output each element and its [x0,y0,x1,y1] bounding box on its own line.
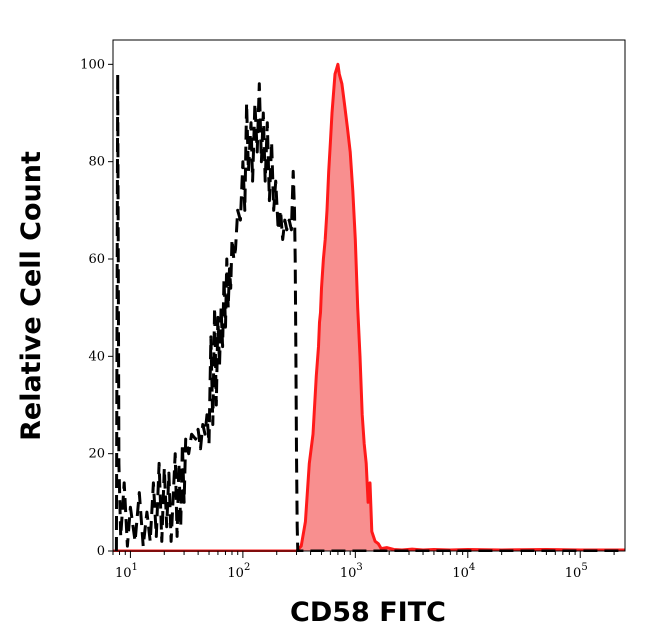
x-tick-label: 104 [452,562,475,581]
y-tick-label: 20 [88,447,105,462]
x-tick-label: 103 [340,562,363,581]
y-tick-label: 80 [88,155,105,170]
y-axis-title: Relative Cell Count [16,151,47,441]
x-tick-label: 105 [565,562,588,581]
y-tick-label: 60 [88,252,105,267]
x-tick-label: 101 [115,562,138,581]
plot-frame [112,39,626,552]
histogram-line-control [114,72,625,552]
x-tick-label: 102 [227,562,250,581]
x-axis-ticks: 101 102 103 104 105 [112,551,615,581]
y-tick-label: 100 [80,57,105,72]
y-tick-label: 40 [88,349,105,364]
histogram-fill-cd58-fitc [113,64,625,552]
y-axis-ticks: 0 20 40 60 80 100 [80,57,113,559]
data-layer [113,62,625,552]
histogram-line-cd58-fitc [113,62,625,552]
x-axis-title: CD58 FITC [290,597,446,628]
y-tick-label: 0 [97,544,105,559]
